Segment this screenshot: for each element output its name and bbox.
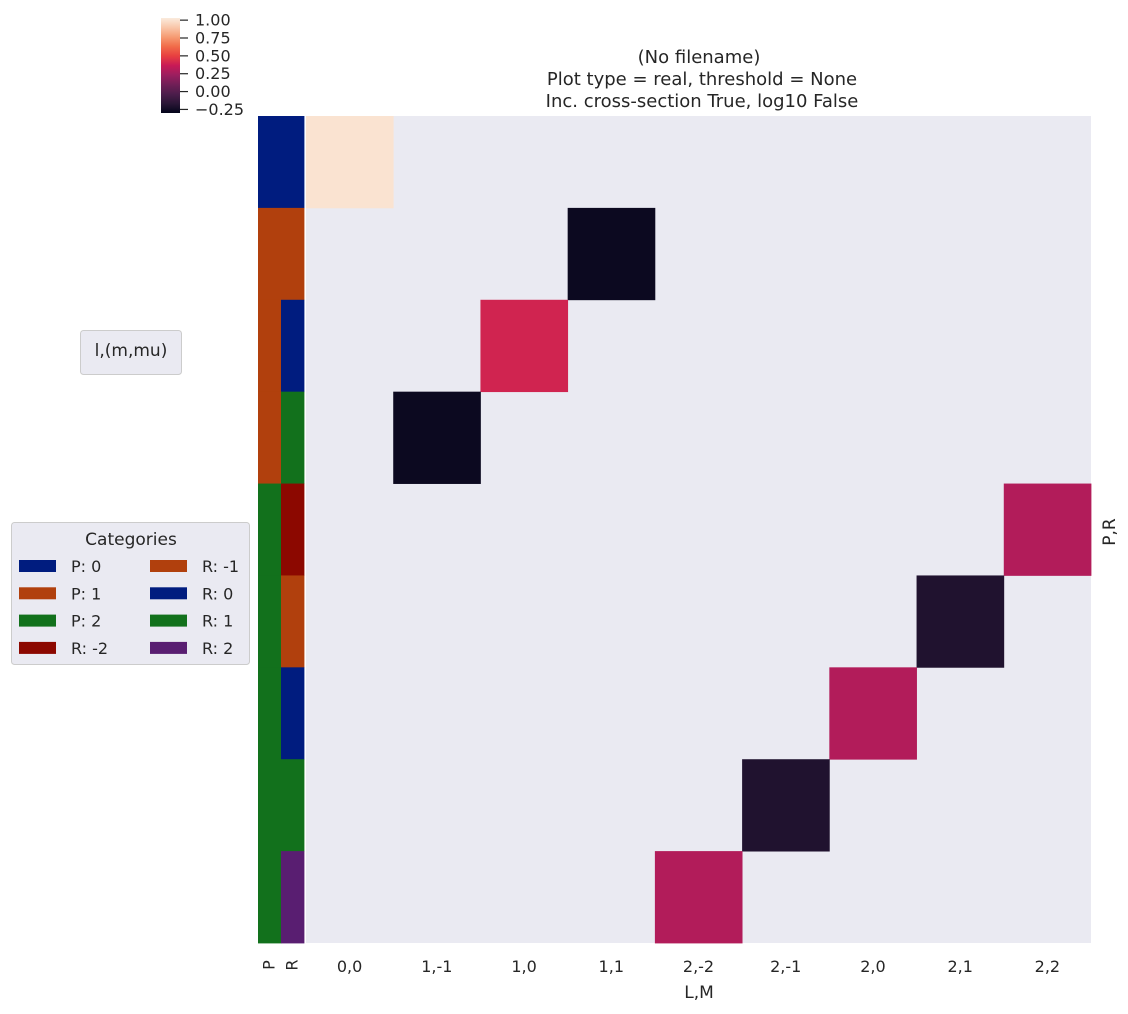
- row-annotation-r-3: [281, 391, 305, 484]
- x-tick-label-4: 2,-2: [683, 957, 714, 976]
- title-line-2: Plot type = real, threshold = None: [547, 69, 857, 90]
- x-tick-label-0: 0,0: [337, 957, 362, 976]
- legend-label-7: R: 2: [202, 639, 233, 658]
- x-tick-label-7: 2,1: [947, 957, 972, 976]
- legend-swatch-5: [150, 587, 187, 600]
- title-line-1: (No filename): [638, 47, 761, 68]
- colorbar-gradient: [161, 18, 180, 113]
- heatmap-cell-2-2: [480, 299, 569, 393]
- heatmap-background: [306, 116, 1091, 943]
- legend-label-0: P: 0: [71, 557, 101, 576]
- legend-label-3: R: -2: [71, 639, 108, 658]
- legend-swatch-7: [150, 641, 187, 654]
- colorbar-tick-label-5: −0.25: [195, 100, 244, 119]
- legend-swatch-0: [19, 560, 56, 572]
- legend-swatch-1: [19, 587, 56, 600]
- heatmap-cell-5-7: [916, 575, 1005, 668]
- heatmap-cells: [306, 116, 1092, 944]
- chart-title: (No filename) Plot type = real, threshol…: [546, 47, 859, 112]
- row-annotation-p-4: [258, 483, 282, 576]
- title-line-3: Inc. cross-section True, log10 False: [546, 91, 859, 112]
- row-annotation-p-2: [258, 299, 282, 393]
- colorbar: 1.000.750.500.250.00−0.25: [161, 11, 244, 119]
- row-annotation-r-6: [281, 667, 305, 760]
- heatmap-cell-4-8: [1003, 483, 1092, 576]
- group-legend-label: l,(m,mu): [95, 341, 168, 361]
- row-annotation-r-0: [281, 116, 305, 209]
- heatmap-cell-6-6: [829, 667, 917, 760]
- group-legend-frame: [80, 330, 182, 375]
- x-tick-labels: 0,0 1,-1 1,0 1,1 2,-2 2,-1 2,0 2,1 2,2 P R: [260, 957, 1061, 976]
- heatmap-cell-0-0: [306, 116, 394, 209]
- row-annotation-p-6: [258, 667, 282, 760]
- group-legend-box: l,(m,mu): [80, 330, 182, 375]
- row-annotation-p-1: [258, 207, 282, 301]
- colorbar-tick-label-3: 0.25: [195, 64, 231, 83]
- legend-swatch-6: [150, 614, 187, 627]
- row-annotation-p-0: [258, 116, 282, 209]
- colorbar-tick-label-4: 0.00: [195, 82, 231, 101]
- legend-label-2: P: 2: [71, 612, 101, 631]
- row-annotation-p-5: [258, 575, 282, 668]
- colorbar-tick-label-2: 0.50: [195, 46, 231, 65]
- row-annotation-r-5: [281, 575, 305, 668]
- row-annotation-r-7: [281, 759, 305, 852]
- x-tick-label-2: 1,0: [511, 957, 536, 976]
- x-tick-label-1: 1,-1: [421, 957, 452, 976]
- categories-legend-frame: [11, 522, 250, 665]
- row-annotation-r-8: [281, 851, 305, 944]
- heatmap-cell-7-5: [742, 759, 830, 852]
- colorbar-tick-label-0: 1.00: [195, 11, 231, 30]
- categories-legend: Categories P: 0 P: 1 P: 2 R: -2 R: -1 R: 0 R: …: [11, 522, 250, 665]
- right-axis-label: P,R: [1100, 518, 1120, 546]
- row-annotation-r-1: [281, 207, 305, 301]
- legend-label-1: P: 1: [71, 584, 101, 603]
- row-annotation-r-2: [281, 299, 305, 393]
- x-tick-label-5: 2,-1: [770, 957, 801, 976]
- x-tick-label-8: 2,2: [1035, 957, 1060, 976]
- legend-label-4: R: -1: [202, 557, 239, 576]
- row-annotation-column-label-P: P: [260, 960, 279, 970]
- legend-swatch-2: [19, 614, 56, 627]
- legend-label-5: R: 0: [202, 584, 233, 603]
- heatmap-cell-8-4: [654, 851, 743, 944]
- row-annotation-strips: [258, 116, 305, 944]
- row-annotation-p-3: [258, 391, 282, 484]
- colorbar-tick-label-1: 0.75: [195, 29, 231, 48]
- row-annotation-p-7: [258, 759, 282, 852]
- row-annotation-p-8: [258, 851, 282, 944]
- heatmap-cell-3-1: [393, 391, 481, 484]
- x-tick-label-3: 1,1: [599, 957, 624, 976]
- legend-label-6: R: 1: [202, 612, 233, 631]
- x-axis-label: L,M: [684, 983, 714, 1003]
- row-annotation-r-4: [281, 483, 305, 576]
- x-tick-label-6: 2,0: [860, 957, 885, 976]
- legend-swatch-4: [150, 560, 187, 572]
- row-annotation-column-label-R: R: [283, 959, 302, 970]
- legend-swatch-3: [19, 641, 56, 654]
- heatmap-cell-1-3: [567, 207, 656, 301]
- categories-legend-title: Categories: [85, 530, 177, 550]
